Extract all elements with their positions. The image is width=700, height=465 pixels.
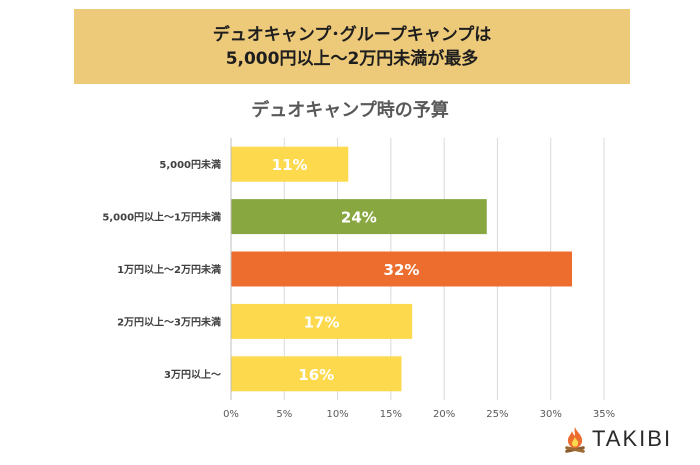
category-label: 5,000円以上〜1万円未満: [102, 211, 221, 224]
bar: [231, 356, 402, 392]
bar: [231, 303, 413, 339]
data-label: 16%: [298, 366, 334, 384]
x-tick-label: 10%: [326, 409, 348, 420]
x-tick-label: 20%: [433, 409, 455, 420]
bar: [231, 251, 573, 287]
campfire-icon: [565, 427, 585, 453]
category-label: 3万円以上〜: [164, 368, 221, 381]
headline-line-2: 5,000円以上〜2万円未満が最多: [225, 48, 479, 69]
bar: [231, 199, 487, 235]
data-label: 17%: [304, 313, 340, 331]
brand-logo: TAKIBI: [562, 424, 672, 454]
bar: [231, 146, 349, 182]
category-label: 2万円以上〜3万円未満: [117, 315, 221, 328]
x-tick-label: 35%: [593, 409, 615, 420]
x-tick-label: 15%: [380, 409, 402, 420]
brand-name: TAKIBI: [592, 426, 673, 451]
data-label: 24%: [341, 209, 377, 227]
data-label: 11%: [272, 156, 308, 174]
headline-banner: デュオキャンプ･グループキャンプは 5,000円以上〜2万円未満が最多: [74, 9, 630, 84]
category-label: 5,000円未満: [159, 158, 221, 171]
x-tick-label: 25%: [486, 409, 508, 420]
headline-line-1: デュオキャンプ･グループキャンプは: [212, 24, 492, 45]
x-tick-label: 5%: [276, 409, 292, 420]
category-label: 1万円以上〜2万円未満: [117, 263, 221, 276]
data-label: 32%: [384, 261, 420, 279]
x-tick-label: 30%: [540, 409, 562, 420]
chart-title: デュオキャンプ時の予算: [251, 100, 449, 121]
x-tick-label: 0%: [223, 409, 239, 420]
